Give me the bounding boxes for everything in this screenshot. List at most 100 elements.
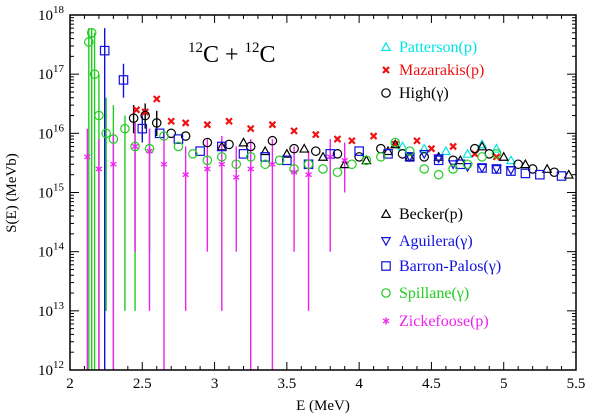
legend-label: Aguilera(γ)	[399, 233, 473, 250]
mazarakis-p-point	[141, 108, 149, 116]
spillane-point	[419, 164, 429, 174]
zickefoose-p-point	[131, 142, 139, 150]
spillane-point	[462, 159, 473, 170]
spillane-point	[376, 152, 386, 162]
mazarakis-p-point	[203, 120, 212, 129]
x-tick-label: 4	[355, 376, 363, 392]
aguilera-point	[505, 166, 517, 176]
aguilera-point	[418, 149, 430, 160]
barron-palos-legend-marker	[381, 261, 391, 271]
x-axis-label: E (MeV)	[296, 398, 350, 414]
becker-p-point	[520, 158, 531, 169]
spillane-point	[332, 167, 343, 178]
spillane-point	[274, 155, 285, 166]
high-point	[513, 159, 523, 170]
spillane-point	[347, 159, 357, 170]
mazarakis-p-point	[369, 132, 378, 140]
barron-palos-point	[535, 169, 545, 180]
barron-palos-point	[491, 164, 502, 174]
high-point	[419, 152, 429, 162]
spillane-point	[89, 69, 100, 79]
barron-palos-point	[99, 45, 110, 56]
barron-palos-point	[506, 166, 516, 176]
high-point	[289, 143, 299, 154]
spillane-point	[86, 28, 97, 38]
legend-item-spillane: Spillane(γ)	[381, 285, 469, 302]
becker-p-point	[498, 151, 509, 161]
zickefoose-p-point	[146, 147, 153, 155]
becker-p-point	[238, 137, 249, 147]
zickefoose-p-point	[83, 153, 91, 161]
mazarakis-p-point	[290, 127, 298, 135]
y-tick-label: 1015	[38, 182, 65, 202]
mazarakis-p-point	[348, 136, 356, 145]
mazarakis-p-point	[333, 135, 342, 143]
patterson-p-point	[440, 145, 452, 156]
barron-palos-point	[217, 141, 227, 152]
zickefoose-p-point	[247, 165, 255, 173]
ticks-layer: 2 2.5 3 3.5 4 4.5 5 5.5 1012 1013 1014 1015 1016 1017…	[38, 4, 585, 392]
becker-p-point	[541, 163, 553, 173]
becker-p-point	[382, 145, 394, 156]
zickefoose-p-point	[269, 160, 276, 168]
spillane-point	[260, 159, 270, 170]
becker-p-point	[259, 145, 271, 156]
spillane-point	[491, 149, 502, 159]
legend: Patterson(p) Mazarakis(p) High(γ) Becker(p)…	[380, 39, 501, 330]
zickefoose-p-point	[232, 173, 240, 181]
mazarakis-p-point	[181, 119, 190, 127]
x-tick-label: 2	[66, 376, 74, 392]
mazarakis-p-point	[471, 150, 479, 158]
high-point	[128, 113, 139, 124]
legend-label: Zickefoose(p)	[399, 313, 489, 330]
barron-palos-point	[433, 155, 444, 166]
becker-p-point	[476, 141, 488, 151]
spillane-point	[173, 141, 184, 152]
high-point	[267, 135, 278, 146]
zickefoose-p-point	[290, 168, 298, 176]
zickefoose-p-point	[326, 153, 334, 161]
aguilera-point	[462, 163, 473, 173]
zickefoose-p-point	[160, 160, 168, 168]
spillane-point	[83, 37, 94, 47]
y-axis-label: S(E) (MeVb)	[4, 153, 20, 233]
aguilera-point	[433, 154, 444, 164]
barron-palos-point	[520, 168, 531, 179]
spillane-point	[404, 146, 415, 156]
becker-p-point	[563, 169, 574, 179]
high-point	[180, 131, 191, 141]
legend-item-mazarakis-p: Mazarakis(p)	[382, 62, 484, 79]
plot-frame	[69, 14, 577, 371]
barron-palos-point	[282, 155, 292, 166]
x-tick-label: 5.5	[567, 376, 586, 392]
barron-palos-point	[260, 152, 270, 162]
spillane-legend-marker	[381, 288, 391, 298]
reaction-label: 12C + 12C	[188, 40, 276, 68]
high-point	[469, 143, 480, 154]
zickefoose-p-point	[218, 160, 226, 168]
barron-palos-point	[404, 152, 415, 162]
high-point	[202, 137, 213, 148]
aguilera-point	[491, 164, 502, 175]
spillane-point	[231, 159, 242, 170]
mazarakis-p-point	[246, 124, 255, 133]
zickefoose-p-point	[95, 165, 103, 173]
error-bars-layer	[86, 28, 346, 370]
y-tick-label: 1012	[38, 359, 64, 379]
legend-item-zickefoose-p: Zickefoose(p)	[382, 313, 489, 330]
mazarakis-p-legend-marker	[382, 66, 390, 74]
high-point	[224, 139, 234, 150]
mazarakis-p-point	[132, 106, 141, 114]
spillane-point	[361, 155, 372, 166]
zickefoose-p-legend-marker	[382, 317, 390, 325]
points-layer	[83, 28, 574, 181]
patterson-p-point	[491, 143, 502, 153]
spillane-point	[159, 131, 169, 141]
spillane-point	[188, 149, 198, 159]
y-tick-label: 1014	[38, 241, 65, 261]
patterson-p-legend-marker	[380, 41, 392, 51]
becker-p-point	[361, 154, 372, 165]
legend-item-aguilera: Aguilera(γ)	[380, 233, 473, 250]
zickefoose-p-point	[305, 171, 312, 179]
